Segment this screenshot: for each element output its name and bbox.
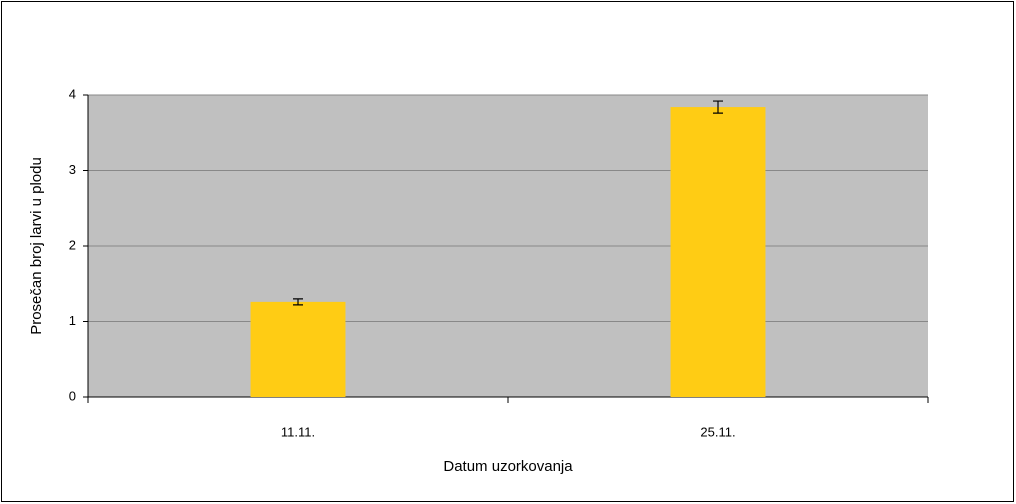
y-tick-label: 4 [69, 86, 76, 101]
bar [670, 107, 766, 397]
y-tick-label: 2 [69, 237, 76, 252]
x-tick-label: 11.11. [281, 424, 315, 439]
bar [250, 301, 346, 397]
x-tick-label: 25.11. [700, 424, 735, 439]
y-axis-label: Prosečan broj larvi u plodu [28, 157, 45, 335]
y-tick-label: 0 [69, 388, 76, 403]
y-tick-label: 1 [69, 313, 76, 328]
y-tick-label: 3 [69, 162, 76, 177]
error-bar [293, 298, 303, 306]
x-axis-label: Datum uzorkovanja [443, 458, 573, 475]
error-bar [713, 100, 723, 114]
